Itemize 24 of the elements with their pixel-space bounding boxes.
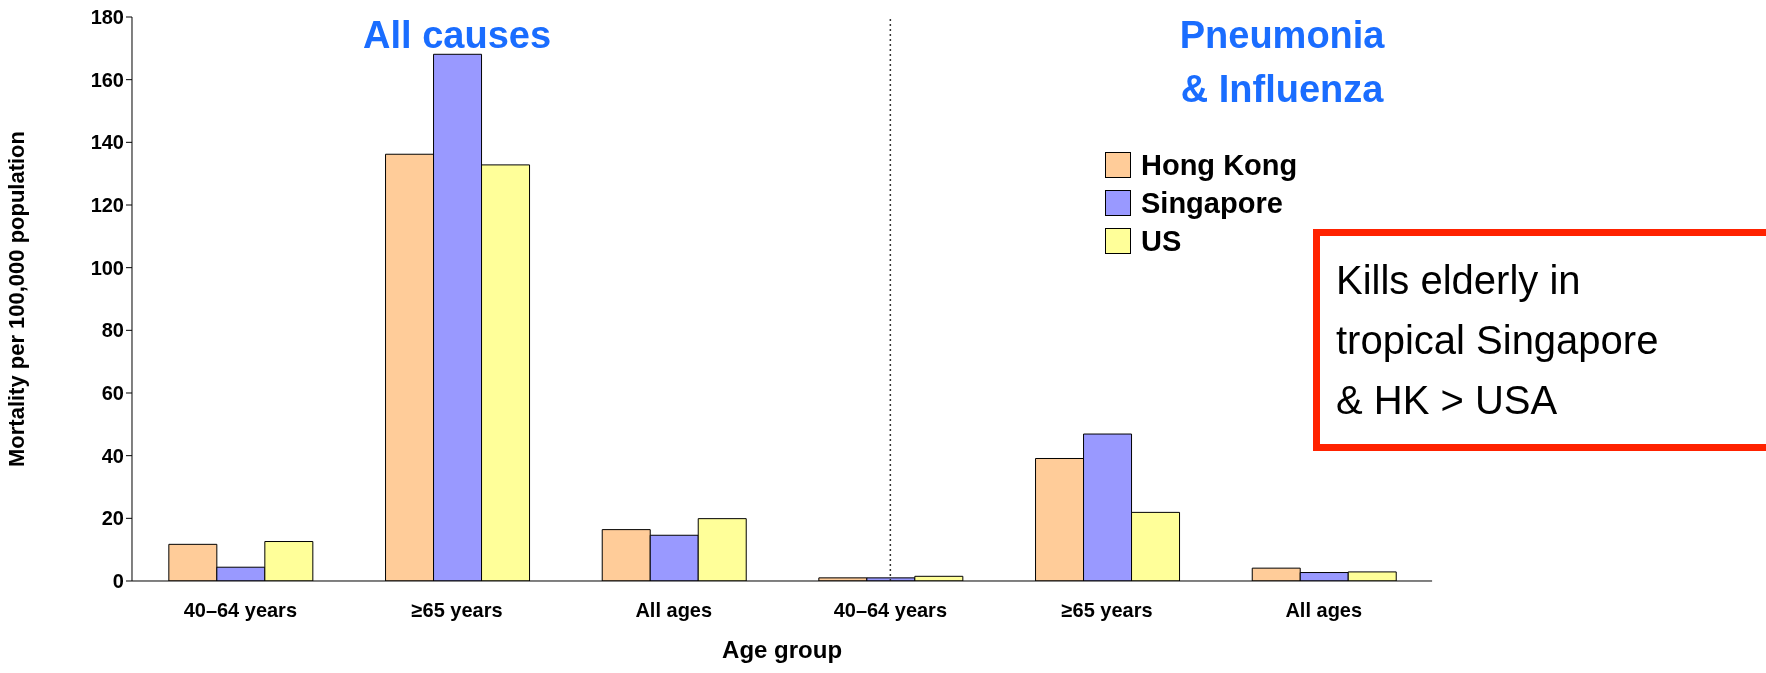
y-tick-label: 100 [90,256,124,279]
y-tick-label: 80 [101,319,124,342]
x-tick-label: All ages [635,599,713,622]
y-tick-label: 180 [90,6,124,29]
y-tick-label: 60 [101,382,124,405]
legend-label: Hong Kong [1141,148,1298,182]
y-tick-label: 20 [101,507,124,530]
y-tick-label: 120 [90,194,124,217]
chart-title: All causes [362,13,553,58]
x-tick-label: All ages [1285,599,1363,622]
x-tick-label: 40–64 years [183,599,298,622]
x-tick-label: 40–64 years [833,599,948,622]
y-tick-label: 40 [101,444,124,467]
legend-label: US [1141,224,1182,258]
text: Pneumonia & Influenza [1178,13,1386,112]
y-axis-title: Mortality per 100,000 population [3,131,29,467]
y-tick-label: 140 [90,131,124,154]
legend-label: Singapore [1141,186,1283,220]
x-tick-label: ≥65 years [411,599,503,622]
y-tick-label: 0 [112,570,124,593]
y-tick-label: 160 [90,68,124,91]
x-axis-title: Age group [721,636,844,664]
x-tick-label: ≥65 years [1061,599,1153,622]
annotation: Kills elderly in tropical Singapore & HK > USA [1313,229,1766,451]
